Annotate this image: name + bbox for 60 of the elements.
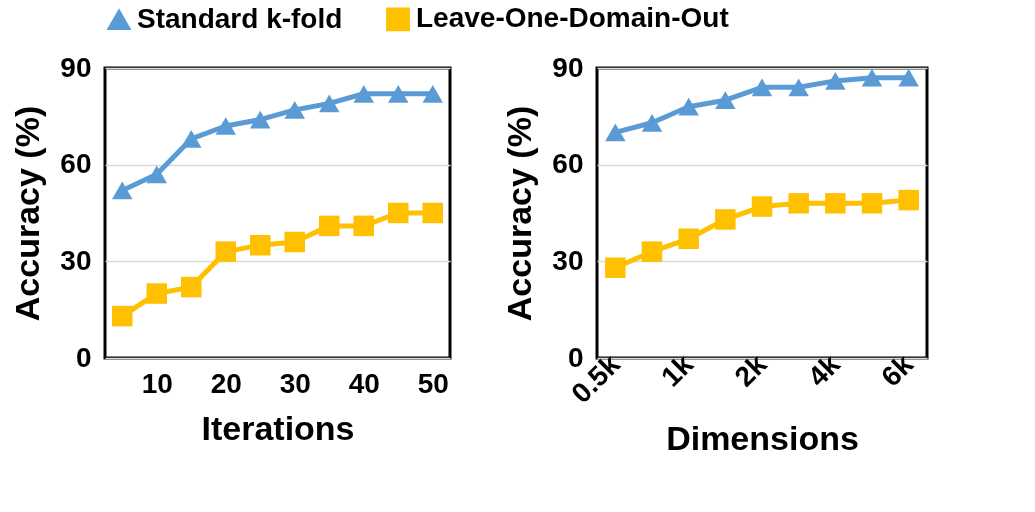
y-tick-label: 30 <box>60 244 92 276</box>
point <box>751 196 773 217</box>
y-tick-label: 90 <box>60 51 92 83</box>
point <box>181 276 202 298</box>
point <box>215 117 236 135</box>
x-tick-label: 30 <box>279 367 311 399</box>
point <box>112 305 133 327</box>
y-tick-label: 30 <box>552 244 584 276</box>
point <box>422 202 443 224</box>
point <box>284 231 305 253</box>
x-tick-label: 2k <box>728 348 773 393</box>
x-tick-label: 50 <box>417 367 449 399</box>
x-tick-label: 10 <box>141 367 173 399</box>
point <box>641 241 663 262</box>
point <box>861 68 883 87</box>
y-axis-title: Accuracy (%) <box>500 105 539 322</box>
point <box>715 209 736 230</box>
x-tick-label: 6k <box>875 348 920 393</box>
point <box>422 84 443 103</box>
point <box>898 189 919 211</box>
point <box>715 91 736 110</box>
point <box>678 228 699 250</box>
point <box>641 113 663 132</box>
x-tick-label: 4k <box>801 348 847 393</box>
point <box>825 193 846 214</box>
point <box>388 84 409 103</box>
legend-label: Leave-One-Domain-Out <box>416 2 729 34</box>
point <box>181 130 202 148</box>
y-tick-label: 60 <box>552 148 584 180</box>
point <box>751 78 773 97</box>
point <box>319 215 340 237</box>
point <box>146 165 167 184</box>
point <box>250 110 271 129</box>
legend-label: Standard k-fold <box>137 2 343 34</box>
point <box>605 257 626 279</box>
x-tick-label: 1k <box>655 348 700 393</box>
y-axis-title: Accuracy (%) <box>8 105 47 322</box>
point <box>788 193 809 214</box>
point <box>319 94 340 113</box>
point <box>112 181 133 200</box>
point <box>788 78 809 97</box>
point <box>388 202 409 224</box>
y-tick-label: 90 <box>552 51 584 83</box>
y-tick-label: 0 <box>75 341 92 373</box>
point <box>605 123 626 142</box>
point <box>250 234 271 256</box>
point <box>146 283 167 304</box>
point <box>353 84 374 103</box>
y-tick-label: 60 <box>60 148 92 180</box>
point <box>678 97 699 116</box>
point <box>825 72 846 90</box>
point <box>284 101 305 119</box>
x-tick-label: 20 <box>210 367 242 399</box>
point <box>898 68 919 87</box>
x-tick-label: 40 <box>348 367 380 399</box>
x-axis-title: Dimensions <box>666 418 859 457</box>
point <box>215 241 236 262</box>
point <box>861 193 883 214</box>
point <box>353 215 374 237</box>
x-axis-title: Iterations <box>201 408 355 447</box>
